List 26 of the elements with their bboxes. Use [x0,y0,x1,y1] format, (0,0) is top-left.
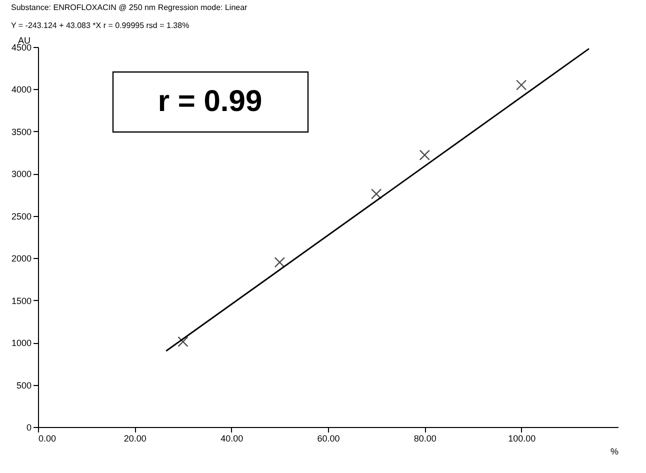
y-tick-label: 4500 [11,42,32,52]
y-tick-label: 1000 [11,338,32,348]
x-tick-label: 40.00 [220,434,244,444]
x-tick-label: 0.00 [38,434,56,444]
annotation: r = 0.99 [158,85,262,118]
point [274,256,286,268]
x-tick-label: 100.00 [508,434,536,444]
x-tick-label: 20.00 [124,434,146,444]
point [419,150,430,160]
y-tick-label: 2000 [11,254,32,264]
point [178,336,188,348]
y-tick-label: 3500 [11,126,32,137]
chart-subtitle: Y = -243.124 + 43.083 *X r = 0.99995 rsd = 1.38% [10,21,190,30]
chart-title: Substance: ENROFLOXACIN @ 250 nm Regression mode: Linear [10,3,248,12]
point [370,188,382,200]
y-tick-label: 2500 [11,211,32,222]
y-tick-label: 500 [16,380,32,390]
y-tick-label: 3000 [11,169,32,180]
x-tick-label: 80.00 [414,434,436,444]
y-tick-label: 4000 [11,84,32,95]
x-axis-title: % [610,446,618,456]
y-tick-label: 1500 [11,296,32,306]
y-axis-title: AU [18,36,30,46]
y-tick-label: 0 [26,422,32,432]
point [516,80,527,90]
x-tick-label: 60.00 [317,434,340,444]
